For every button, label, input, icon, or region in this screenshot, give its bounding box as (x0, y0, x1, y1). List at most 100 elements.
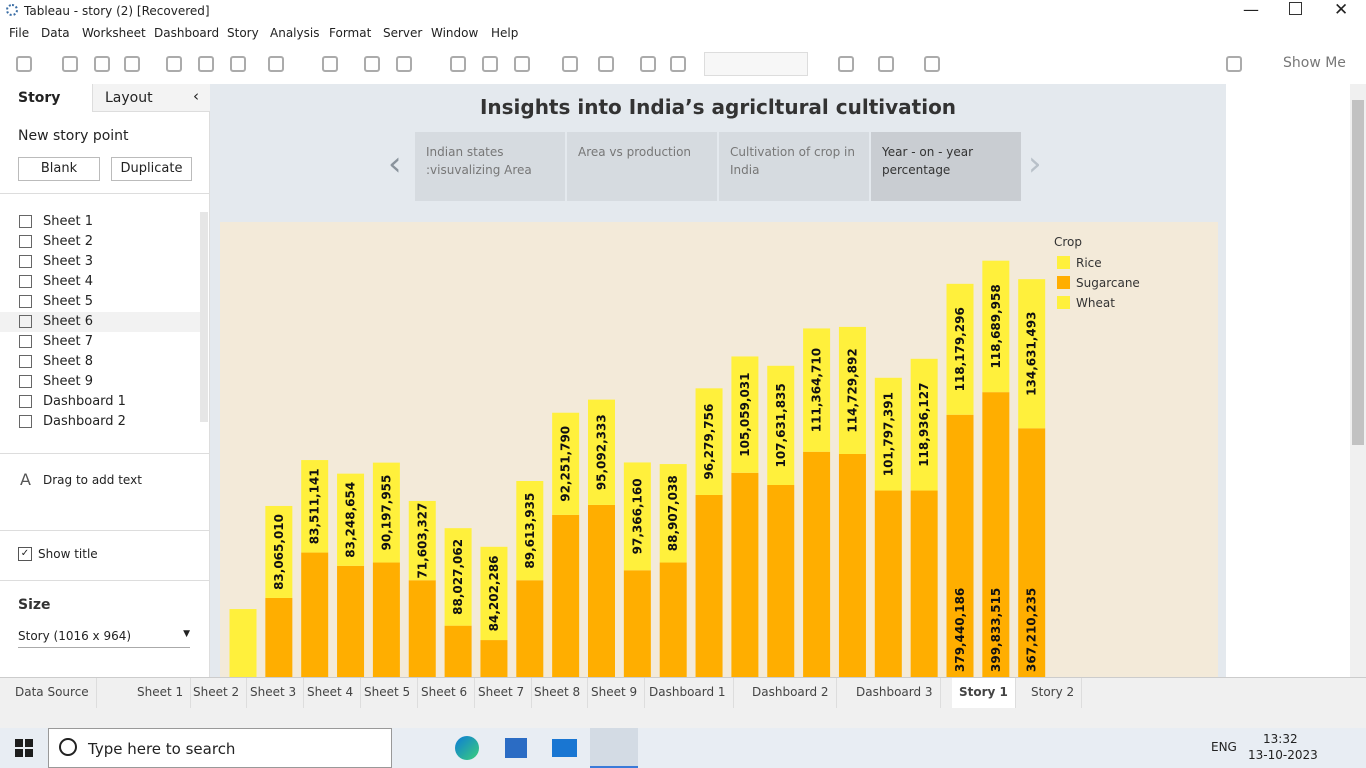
toolbar-icon[interactable] (450, 56, 466, 72)
toolbar-icon[interactable] (16, 56, 32, 72)
checkbox[interactable]: ✓ (18, 547, 32, 561)
sheet-tab[interactable]: Sheet 6 (414, 678, 476, 708)
value-label: 111,364,710 (810, 348, 824, 432)
clock-date[interactable]: 13-10-2023 (1248, 748, 1318, 762)
sheet-item[interactable]: Dashboard 2 (0, 412, 200, 432)
toolbar-icon[interactable] (322, 56, 338, 72)
toolbar-icon[interactable] (514, 56, 530, 72)
sheet-item[interactable]: Sheet 3 (0, 252, 200, 272)
sheet-icon (19, 335, 32, 348)
edge-icon[interactable] (455, 736, 479, 760)
tab-label: Layout (105, 90, 153, 106)
maximize[interactable] (1289, 2, 1302, 15)
sheet-tab[interactable]: Story 2 (1024, 678, 1083, 708)
drag-text[interactable]: Drag to add text (43, 473, 142, 487)
tableau-icon[interactable] (590, 728, 638, 768)
menu-item[interactable]: Dashboard (154, 26, 220, 40)
toolbar-icon[interactable] (166, 56, 182, 72)
sheet-tab[interactable]: Data Source (8, 678, 97, 708)
store-icon[interactable] (505, 738, 527, 758)
sheet-item[interactable]: Sheet 8 (0, 352, 200, 372)
sheet-tab[interactable]: Dashboard 3 (849, 678, 941, 708)
menu-item[interactable]: Server (383, 26, 423, 40)
sheet-tab[interactable]: Sheet 4 (300, 678, 362, 708)
show-me[interactable]: Show Me (1283, 55, 1346, 71)
prev-arrow[interactable]: ‹ (388, 144, 402, 184)
duplicate-button[interactable]: Duplicate (111, 157, 192, 181)
sheet-item[interactable]: Sheet 4 (0, 272, 200, 292)
close[interactable]: ✕ (1334, 0, 1349, 20)
legend-label: Sugarcane (1076, 276, 1140, 290)
toolbar-icon[interactable] (482, 56, 498, 72)
search-box[interactable]: Type here to search (48, 728, 392, 768)
toolbar-icon[interactable] (396, 56, 412, 72)
start-button[interactable] (15, 739, 33, 757)
next-arrow[interactable]: › (1028, 144, 1042, 184)
sheet-item[interactable]: Sheet 9 (0, 372, 200, 392)
toolbar-icon[interactable] (198, 56, 214, 72)
toolbar-icon[interactable] (562, 56, 578, 72)
tab-layout[interactable]: Layout ‹ (92, 84, 210, 112)
menu-item[interactable]: Story (227, 26, 259, 40)
minimize[interactable]: — (1243, 0, 1259, 19)
sheet-tab[interactable]: Dashboard 1 (642, 678, 734, 708)
sheet-tab[interactable]: Story 1 (952, 678, 1016, 708)
dropdown[interactable] (704, 52, 808, 76)
toolbar-icon[interactable] (230, 56, 246, 72)
sheet-item[interactable]: Sheet 7 (0, 332, 200, 352)
story-point[interactable]: Indian states :visuvalizing Area (415, 132, 565, 201)
scroll-thumb[interactable] (1352, 100, 1364, 445)
mail-icon[interactable] (552, 739, 577, 757)
story-point[interactable]: Year - on - year percentage (871, 132, 1021, 201)
sheet-icon (19, 215, 32, 228)
sheet-tab[interactable]: Sheet 5 (357, 678, 419, 708)
toolbar-icon[interactable] (598, 56, 614, 72)
sheet-tab[interactable]: Sheet 7 (471, 678, 533, 708)
story-point[interactable]: Cultivation of crop in India (719, 132, 869, 201)
sheet-tab[interactable]: Sheet 3 (243, 678, 305, 708)
sheet-item[interactable]: Sheet 2 (0, 232, 200, 252)
menu-item[interactable]: Worksheet (82, 26, 146, 40)
sheet-tab[interactable]: Sheet 8 (527, 678, 589, 708)
sheet-icon (19, 375, 32, 388)
toolbar-icon[interactable] (124, 56, 140, 72)
clock-time[interactable]: 13:32 (1263, 732, 1298, 746)
toolbar-icon[interactable] (640, 56, 656, 72)
sheet-tab[interactable]: Dashboard 2 (745, 678, 837, 708)
bar-segment (1018, 428, 1046, 677)
bar-segment (623, 462, 651, 571)
language[interactable]: ENG (1211, 740, 1237, 754)
toolbar-icon[interactable] (94, 56, 110, 72)
blank-button[interactable]: Blank (18, 157, 100, 181)
sheet-tab[interactable]: Sheet 9 (584, 678, 646, 708)
story-point-caption: Area vs production (578, 145, 692, 159)
menu-item[interactable]: Format (329, 26, 372, 40)
toolbar-icon[interactable] (924, 56, 940, 72)
menu-item[interactable]: Data (41, 26, 70, 40)
menu-item[interactable]: File (9, 26, 30, 40)
sheet-item[interactable]: Sheet 6 (0, 312, 200, 332)
collapse[interactable]: ‹ (193, 87, 199, 105)
tab-story[interactable]: Story (0, 84, 92, 114)
sheet-item[interactable]: Dashboard 1 (0, 392, 200, 412)
menu-item[interactable]: Window (431, 26, 479, 40)
toolbar-icon[interactable] (268, 56, 284, 72)
sheet-tab-label: Sheet 6 (421, 685, 468, 699)
toolbar-icon[interactable] (364, 56, 380, 72)
story-point[interactable]: Area vs production (567, 132, 717, 201)
bar-segment (946, 414, 974, 677)
sheet-tab[interactable]: Sheet 1 (130, 678, 192, 708)
size-select[interactable]: Story (1016 x 964) ▼ (18, 629, 190, 648)
toolbar-icon[interactable] (1226, 56, 1242, 72)
toolbar-icon[interactable] (670, 56, 686, 72)
menu-item[interactable]: Analysis (270, 26, 320, 40)
value-label: 83,511,141 (308, 468, 322, 544)
sheet-item[interactable]: Sheet 5 (0, 292, 200, 312)
sheet-tab[interactable]: Sheet 2 (186, 678, 248, 708)
value-label: 90,197,955 (379, 475, 393, 551)
menu-item[interactable]: Help (491, 26, 519, 40)
toolbar-icon[interactable] (62, 56, 78, 72)
toolbar-icon[interactable] (878, 56, 894, 72)
toolbar-icon[interactable] (838, 56, 854, 72)
sheet-item[interactable]: Sheet 1 (0, 212, 200, 232)
